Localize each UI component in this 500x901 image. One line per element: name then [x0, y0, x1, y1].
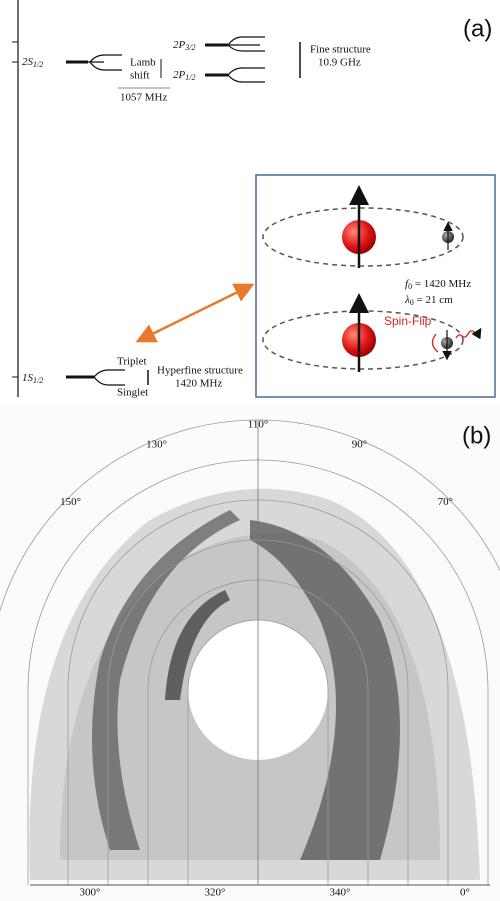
- level-sub: 1/2: [185, 73, 195, 82]
- level-label: 2P3/2: [173, 39, 195, 52]
- level-2p1-split: [227, 67, 265, 83]
- bottom-label: 300°: [80, 887, 101, 899]
- panel-label: (a): [463, 15, 492, 42]
- flip-arrow: [431, 333, 439, 353]
- level-label: 2S1/2: [22, 56, 43, 69]
- triplet: Triplet: [117, 356, 147, 368]
- rest: = 21 cm: [414, 294, 453, 306]
- bottom-label: 320°: [205, 887, 226, 899]
- level-main: 2P: [173, 69, 186, 81]
- panel-a: (a) 2S1/2 Lamb shift 1057 MHz 2P3/2 2P1/…: [12, 0, 496, 399]
- panel-label: (b): [462, 422, 491, 449]
- sub: 0: [408, 282, 412, 291]
- panel-b: (b) 300° 320° 340° 0° 150° 130° 110° 90° 70°: [0, 405, 500, 901]
- singlet: Singlet: [117, 387, 148, 399]
- top-label: 150°: [60, 496, 81, 508]
- hyperfine-text: 1420 MHz: [175, 378, 222, 390]
- sym: f: [405, 278, 410, 290]
- level-main: 2P: [173, 39, 186, 51]
- level-sub: 3/2: [184, 43, 195, 52]
- level-2p3-split: [227, 36, 265, 52]
- fine-text: Fine structure: [310, 44, 371, 56]
- top-label: 70°: [438, 496, 453, 508]
- sub: 0: [410, 298, 414, 307]
- top-label: 110°: [248, 419, 269, 431]
- level-sub: 1/2: [33, 376, 43, 385]
- orbit: [262, 207, 464, 267]
- link-arrow: [135, 283, 255, 343]
- map-arm: [250, 520, 400, 860]
- level-label: 1S1/2: [22, 372, 43, 385]
- inset-box: [255, 174, 496, 398]
- map-arm: [165, 590, 230, 700]
- photon: [455, 327, 482, 340]
- fine-text: 10.9 GHz: [318, 57, 361, 69]
- lambda0: λ0 = 21 cm: [404, 294, 453, 307]
- level-label: 2P1/2: [173, 69, 195, 82]
- level-main: 1S: [22, 372, 34, 384]
- bottom-label: 340°: [330, 887, 351, 899]
- level-1s-split: [93, 369, 125, 386]
- map-arm: [92, 510, 240, 850]
- spin-flip: Spin-Flip: [384, 314, 432, 328]
- f0: f0 = 1420 MHz: [405, 278, 471, 291]
- level-main: 2S: [22, 56, 34, 68]
- bottom-label: 0°: [460, 887, 470, 899]
- top-label: 90°: [352, 439, 367, 451]
- lamb-freq: 1057 MHz: [120, 92, 167, 104]
- sym: λ: [404, 294, 410, 306]
- lamb-text: Lamb: [130, 57, 156, 69]
- lamb-text: shift: [130, 70, 150, 82]
- top-label: 130°: [146, 439, 167, 451]
- level-sub: 1/2: [33, 60, 43, 69]
- hyperfine-text: Hyperfine structure: [157, 365, 243, 377]
- rest: = 1420 MHz: [412, 278, 471, 290]
